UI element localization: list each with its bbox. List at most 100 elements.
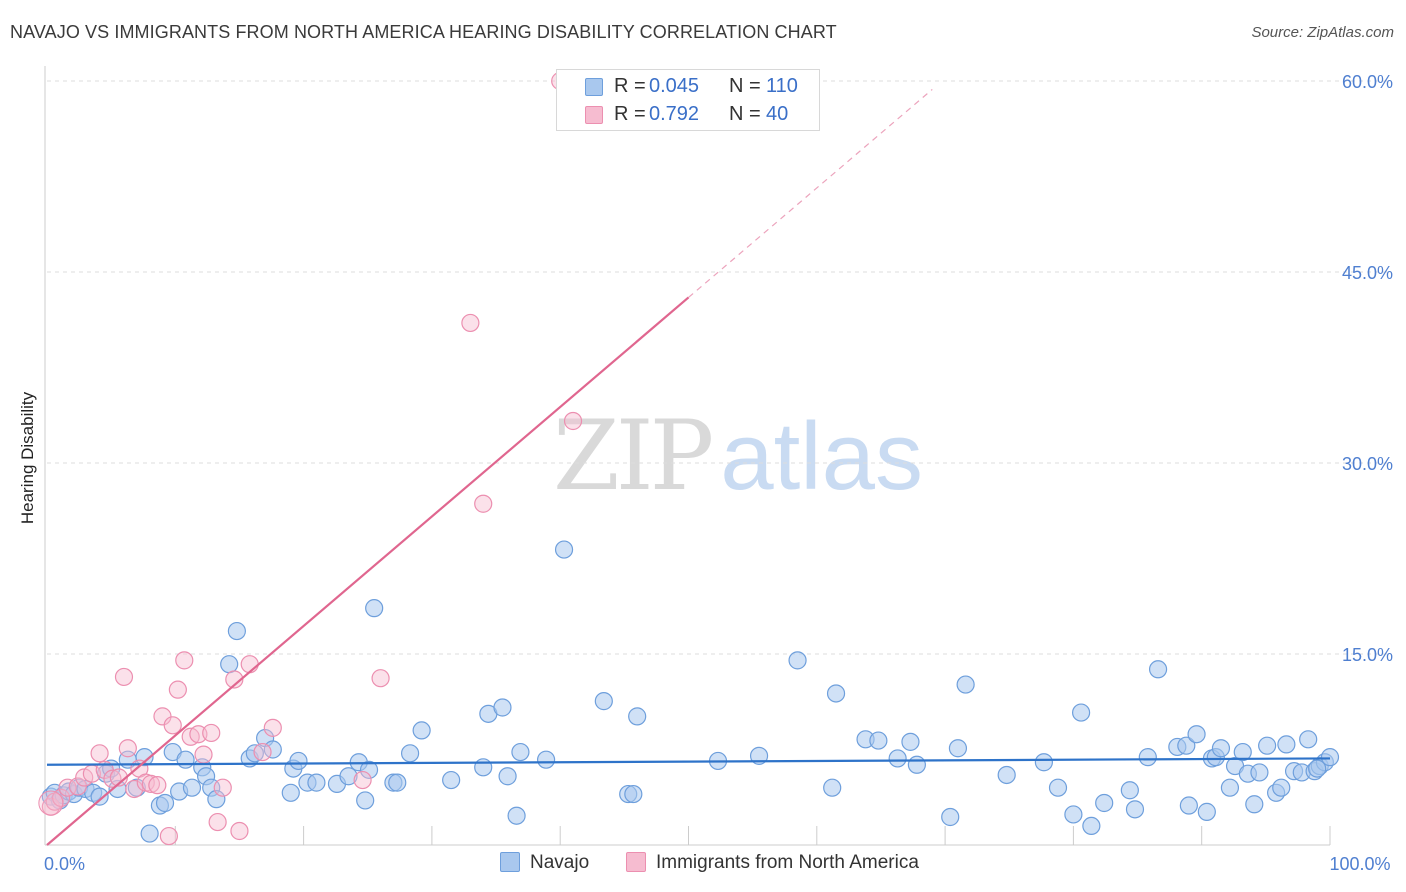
stats-legend-row-navajo: R = 0.045 N = 110 bbox=[557, 72, 819, 100]
navajo-point bbox=[628, 707, 647, 726]
navajo-point bbox=[1245, 795, 1264, 814]
navajo-point bbox=[1082, 816, 1101, 836]
immigrants-swatch bbox=[585, 106, 603, 124]
immigrants-point bbox=[148, 776, 167, 795]
n-value: 110 bbox=[766, 75, 798, 97]
immigrants-point bbox=[208, 812, 227, 832]
navajo-point bbox=[507, 806, 526, 825]
navajo-point bbox=[1095, 793, 1114, 813]
navajo-point bbox=[594, 692, 613, 711]
immigrants-point bbox=[38, 790, 64, 816]
navajo-point bbox=[412, 721, 431, 740]
navajo-point bbox=[135, 748, 154, 767]
navajo-swatch bbox=[585, 78, 603, 96]
navajo-point bbox=[1320, 748, 1340, 767]
navajo-point bbox=[281, 783, 300, 802]
immigrants-point bbox=[213, 778, 232, 797]
navajo-point bbox=[1034, 753, 1053, 772]
immigrants-point bbox=[125, 779, 144, 799]
navajo-point bbox=[207, 790, 226, 809]
navajo-point bbox=[90, 787, 109, 806]
stats-legend-row-immigrants: R = 0.792 N = 40 bbox=[557, 100, 819, 128]
x-tick-label: 0.0% bbox=[44, 854, 85, 874]
immigrants-point bbox=[118, 739, 137, 758]
navajo-point bbox=[956, 675, 975, 694]
navajo-point bbox=[176, 750, 195, 769]
navajo-point bbox=[624, 784, 643, 804]
navajo-point bbox=[140, 824, 159, 843]
navajo-point bbox=[155, 793, 175, 813]
immigrants-trendline-extension bbox=[688, 88, 933, 298]
navajo-point bbox=[1233, 742, 1252, 762]
navajo-point bbox=[1277, 735, 1296, 754]
navajo-point bbox=[359, 760, 379, 779]
navajo-point bbox=[554, 540, 574, 559]
navajo-trendline bbox=[46, 757, 1331, 766]
chart-title: NAVAJO VS IMMIGRANTS FROM NORTH AMERICA … bbox=[10, 22, 837, 42]
immigrants-point bbox=[563, 411, 583, 431]
immigrants-point bbox=[461, 313, 480, 333]
immigrants-point bbox=[68, 777, 87, 796]
legend-item-navajo[interactable]: Navajo bbox=[500, 852, 589, 874]
immigrants-point bbox=[353, 770, 372, 790]
n-label: N = bbox=[729, 103, 761, 125]
n-value: 40 bbox=[766, 103, 789, 125]
navajo-point bbox=[220, 655, 239, 674]
legend-label-immigrants: Immigrants from North America bbox=[656, 852, 919, 873]
immigrants-point bbox=[253, 742, 272, 762]
stats-legend: R = 0.045 N = 110 R = 0.792 N = 40 bbox=[556, 69, 820, 131]
navajo-point bbox=[227, 621, 246, 641]
navajo-point bbox=[536, 750, 556, 769]
navajo-point bbox=[788, 651, 807, 670]
navajo-point bbox=[1148, 660, 1168, 679]
immigrants-point bbox=[141, 774, 161, 793]
navajo-point bbox=[1187, 725, 1206, 744]
immigrants-point bbox=[240, 655, 259, 674]
navajo-point bbox=[493, 698, 512, 717]
immigrants-point bbox=[225, 670, 244, 689]
navajo-point bbox=[869, 731, 888, 750]
navajo-point bbox=[1064, 805, 1083, 824]
legend-label-navajo: Navajo bbox=[530, 852, 590, 873]
series-legend: Navajo Immigrants from North America bbox=[0, 852, 1406, 878]
navajo-point bbox=[907, 755, 926, 774]
navajo-point bbox=[339, 767, 358, 786]
immigrants-legend-swatch bbox=[626, 852, 646, 872]
navajo-point bbox=[356, 791, 375, 810]
navajo-point bbox=[1250, 763, 1269, 782]
navajo-point bbox=[941, 807, 960, 827]
navajo-point bbox=[948, 739, 968, 758]
navajo-point bbox=[749, 746, 769, 765]
immigrants-point bbox=[90, 744, 109, 763]
navajo-point bbox=[901, 732, 920, 751]
immigrants-point bbox=[114, 667, 134, 687]
navajo-point bbox=[1220, 778, 1240, 797]
navajo-point bbox=[1197, 802, 1216, 821]
navajo-point bbox=[1299, 730, 1318, 749]
immigrants-point bbox=[263, 718, 282, 737]
navajo-point bbox=[826, 684, 846, 703]
navajo-point bbox=[1308, 759, 1327, 778]
navajo-point bbox=[388, 773, 407, 792]
navajo-point bbox=[1138, 748, 1157, 767]
navajo-point bbox=[498, 767, 517, 786]
navajo-point bbox=[1211, 739, 1231, 758]
navajo-point bbox=[365, 599, 384, 618]
y-tick-label: 60.0% bbox=[1342, 72, 1393, 92]
r-value: 0.792 bbox=[649, 103, 700, 125]
navajo-point bbox=[182, 778, 202, 797]
navajo-point bbox=[442, 770, 461, 790]
immigrants-point bbox=[159, 826, 178, 846]
navajo-point bbox=[511, 742, 530, 762]
navajo-point bbox=[474, 758, 493, 777]
immigrants-point bbox=[103, 769, 122, 788]
immigrants-point bbox=[202, 723, 221, 743]
navajo-point bbox=[400, 744, 420, 763]
immigrants-point bbox=[230, 821, 249, 841]
legend-item-immigrants[interactable]: Immigrants from North America bbox=[626, 852, 919, 874]
immigrants-point bbox=[371, 669, 390, 688]
navajo-legend-swatch bbox=[500, 852, 520, 872]
x-tick-label: 100.0% bbox=[1329, 854, 1390, 874]
r-value: 0.045 bbox=[649, 75, 700, 97]
navajo-point bbox=[1125, 800, 1145, 819]
